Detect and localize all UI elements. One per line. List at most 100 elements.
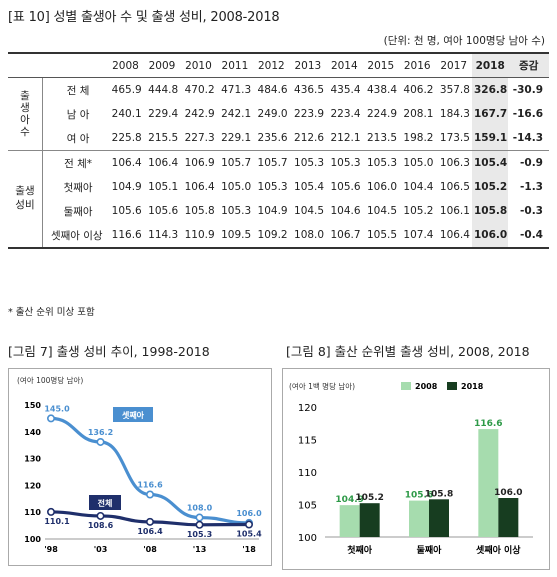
bar-2018: [359, 503, 380, 537]
data-point: [195, 520, 204, 529]
x-tick-label: '08: [143, 545, 157, 554]
series-line-0: [50, 416, 250, 525]
table-cell: 106.4: [184, 181, 215, 193]
table-cell: 436.5: [294, 84, 325, 96]
year-header: 2018: [471, 52, 509, 78]
year-header: 2016: [399, 52, 436, 78]
table-row: 남 아 240.1 229.4 242.9 242.1 249.0 223.9 223.4 22…: [8, 102, 549, 126]
table-cell: 106.0: [366, 181, 398, 193]
table-cell: 106.0: [471, 223, 509, 249]
year-header: 2017: [435, 52, 472, 78]
table-row: 셋째아 이상 116.6 114.3 110.9 109.5 109.2 108.0 106.…: [8, 223, 549, 249]
row-label: 여 아: [42, 126, 108, 151]
table-cell: 240.1: [111, 108, 142, 120]
table-cell: 105.8: [184, 205, 215, 217]
data-label: 116.6: [137, 481, 163, 490]
table-cell: 105.6: [330, 181, 361, 193]
x-category-label: 셋째아 이상: [476, 544, 521, 556]
table-cell: 471.3: [221, 84, 252, 96]
table-cell: 184.3: [439, 108, 470, 120]
table-cell: 213.5: [362, 126, 400, 151]
table-cell: 225.8: [107, 126, 144, 151]
table-cell: 173.5: [435, 126, 472, 151]
data-point: [195, 513, 204, 522]
change-cell: -14.3: [508, 126, 549, 151]
bar-2008: [339, 505, 360, 537]
table-cell: 110.9: [180, 223, 217, 249]
table-cell: 106.3: [439, 157, 470, 169]
table-cell: 198.2: [399, 126, 436, 151]
series-tag-box: [113, 407, 153, 422]
table-cell: 104.9: [111, 181, 142, 193]
table-cell: 109.5: [216, 223, 254, 249]
data-point: [96, 437, 105, 446]
table-cell: 106.4: [148, 157, 179, 169]
change-cell: -0.3: [520, 205, 543, 217]
fig8-title: [그림 8] 출산 순위별 출생 성비, 2008, 2018: [286, 344, 530, 359]
header-blank-cell: [8, 52, 108, 78]
fig7-panel: (여아 100명당 남아) 100 110 120 130 140 150 '98 '03 '08…: [8, 368, 272, 566]
table-cell: 105.8: [471, 199, 509, 223]
table-cell: 223.9: [294, 108, 325, 120]
data-point: [46, 507, 55, 516]
legend-label: 2008: [415, 382, 438, 391]
x-category-label: 첫째아: [347, 544, 373, 556]
table-cell: 215.5: [143, 126, 181, 151]
row-label: 첫째아: [63, 181, 93, 194]
series-tag-label: 셋째아: [122, 410, 145, 420]
table-cell: 107.4: [399, 223, 436, 249]
table-cell: 105.5: [362, 223, 400, 249]
legend-swatch: [401, 382, 411, 390]
series-tag-box: [89, 495, 121, 510]
table-cell: 208.1: [403, 108, 434, 120]
table-cell: 105.2: [403, 205, 434, 217]
table-cell: 105.7: [257, 157, 288, 169]
table-cell: 212.1: [326, 126, 363, 151]
table-cell: 105.0: [221, 181, 252, 193]
table-row: 출생 성비 전 체* 106.4 106.4 106.9 105.7 105.7 105.3 10…: [8, 150, 549, 249]
y-tick-label: 150: [24, 401, 41, 410]
table-cell: 105.3: [257, 181, 288, 193]
x-tick-label: '03: [94, 545, 108, 554]
table-header-row: 2008 2009 2010 2011 2012 2013 2014 2015 2016 2017…: [8, 52, 549, 78]
change-cell: -0.9: [520, 157, 543, 169]
fig7-title: [그림 7] 출생 성비 추이, 1998-2018: [8, 344, 210, 359]
table-cell: 104.5: [294, 205, 325, 217]
row-label: 셋째아 이상: [42, 223, 108, 249]
fig7-unit-label: (여아 100명당 남아): [17, 375, 83, 385]
y-tick-label: 120: [24, 481, 41, 490]
year-header: 2009: [143, 52, 181, 78]
change-cell: -16.6: [512, 108, 543, 120]
table-cell: 326.8: [471, 77, 509, 102]
birth-statistics-table: 2008 2009 2010 2011 2012 2013 2014 2015 2016 2017…: [8, 52, 549, 249]
table-cell: 104.5: [366, 205, 398, 217]
data-point: [146, 490, 155, 499]
row-label: 전 체*: [64, 157, 93, 170]
table-cell: 212.6: [289, 126, 327, 151]
table-cell: 105.6: [148, 205, 179, 217]
fig8-unit-label: (여아 1백 명당 남아): [289, 381, 355, 391]
table-cell: 105.0: [403, 157, 434, 169]
year-header: 2013: [289, 52, 327, 78]
change-header: 증감: [508, 52, 549, 78]
data-point: [46, 414, 55, 423]
table-cell: 357.8: [439, 84, 470, 96]
y-tick-label: 105: [298, 501, 317, 512]
table-cell: 106.5: [439, 181, 470, 193]
table-row: 여 아 225.8 215.5 227.3 229.1 235.6 212.6 212.1 21…: [8, 126, 549, 151]
table-cell: 438.4: [366, 84, 398, 96]
bar-value-label: 105.6: [405, 491, 433, 501]
table-cell: 105.3: [330, 157, 361, 169]
year-header: 2011: [216, 52, 254, 78]
change-cell: -30.9: [512, 84, 543, 96]
table-cell: 159.1: [471, 126, 509, 151]
bar-2018: [429, 499, 449, 537]
table-cell: 406.2: [403, 84, 434, 96]
table-cell: 104.4: [403, 181, 434, 193]
year-header: 2014: [326, 52, 363, 78]
data-label: 105.4: [236, 530, 262, 539]
year-header: 2015: [362, 52, 400, 78]
table-cell: 104.6: [330, 205, 361, 217]
change-cell: -1.3: [520, 181, 543, 193]
